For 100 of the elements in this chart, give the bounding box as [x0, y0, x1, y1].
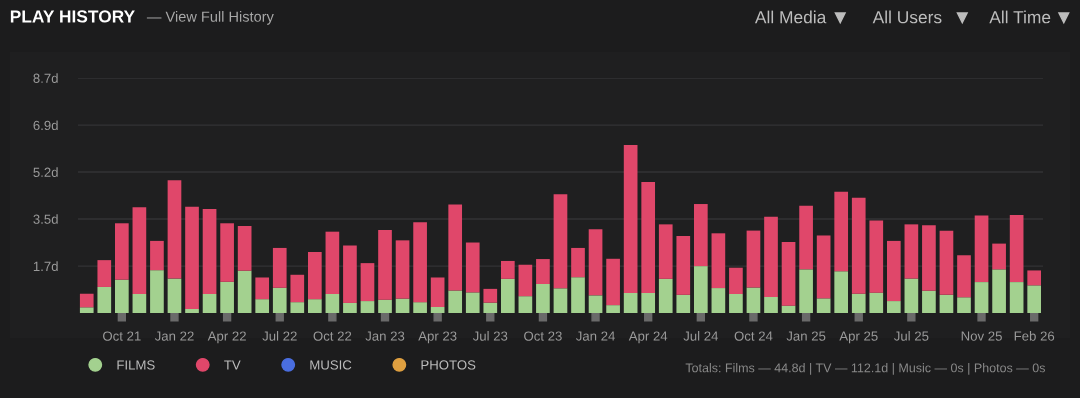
x-tick-label: Jul 23: [472, 331, 508, 341]
x-tick-label: Oct 23: [524, 331, 562, 341]
bar: [343, 302, 357, 313]
bar: [255, 299, 270, 313]
x-tick-label: Jan 25: [786, 331, 826, 341]
bar: [834, 191, 849, 272]
bar: [676, 236, 691, 295]
x-tick-label: Jan 24: [575, 331, 615, 341]
y-tick-label: 5.2d: [33, 167, 58, 177]
bar: [992, 269, 1006, 313]
bar: [764, 216, 778, 297]
bar: [658, 278, 673, 313]
bar: [272, 247, 287, 288]
x-tick-label: Apr 23: [418, 331, 457, 344]
bar: [729, 267, 743, 295]
bar: [886, 240, 901, 302]
bar: [290, 302, 305, 313]
bar: [343, 245, 357, 303]
text: Totals: Films — 44.8d | TV — 112.1d | Music — 0s | Photos — 0s: [685, 363, 1045, 375]
bar: [97, 286, 112, 313]
bar: [957, 297, 971, 313]
bar: [237, 225, 252, 271]
bar: [781, 241, 796, 306]
bar: [395, 240, 410, 299]
bar: [816, 235, 831, 299]
bar: [729, 294, 743, 313]
y-tick-label: 3.5d: [33, 214, 58, 224]
bar: [220, 223, 234, 282]
x-tick-label: Apr 25: [839, 331, 878, 344]
bar: [922, 290, 936, 313]
x-tick-label: Oct 24: [734, 331, 773, 341]
bar: [939, 230, 954, 295]
bar: [992, 243, 1006, 270]
bar: [448, 204, 463, 291]
bar: [1027, 270, 1042, 286]
x-tick-label: Apr 24: [628, 331, 668, 344]
y-tick-label: 6.9d: [33, 120, 58, 131]
x-tick-label: Oct 22: [313, 331, 352, 341]
bar: [606, 305, 620, 313]
bar: [97, 260, 112, 287]
bar: [167, 180, 182, 279]
bar: [623, 292, 638, 313]
bar: [588, 229, 603, 296]
bar: [360, 263, 375, 302]
bar: [132, 294, 147, 313]
y-tick-label: 1.7d: [33, 261, 58, 272]
bar: [448, 290, 463, 313]
bar: [1009, 282, 1024, 313]
x-tick-label: Nov 25: [961, 331, 1002, 341]
legend-label: PHOTOS: [421, 360, 476, 370]
bar: [132, 207, 147, 295]
bar: [571, 247, 585, 278]
bar: [693, 204, 708, 267]
legend-label: MUSIC: [310, 360, 352, 370]
bar: [79, 293, 94, 308]
bar: [799, 205, 813, 270]
bar: [325, 231, 340, 295]
bar: [518, 264, 533, 297]
bar: [290, 274, 305, 303]
x-tick-label: Jan 23: [365, 331, 405, 341]
bar: [500, 260, 515, 279]
bar: [974, 215, 989, 283]
bar: [781, 305, 796, 313]
bar: [676, 294, 691, 313]
bar: [395, 298, 410, 313]
bar: [115, 223, 129, 280]
bar: [202, 294, 217, 313]
bar: [413, 302, 427, 313]
bar: [764, 297, 778, 313]
bar: [307, 252, 322, 300]
bar: [378, 230, 392, 300]
x-tick-label: Jan 22: [154, 331, 194, 341]
bar: [307, 299, 322, 313]
bar: [571, 277, 585, 313]
bar: [465, 242, 480, 293]
bar: [465, 292, 480, 313]
bar: [536, 259, 550, 284]
bar: [869, 292, 884, 313]
bar: [711, 233, 726, 289]
x-tick-label: Jul 25: [893, 331, 929, 341]
bar: [886, 301, 901, 313]
chart-title: PLAY HISTORY: [10, 10, 135, 23]
x-tick-label: Oct 21: [103, 331, 141, 341]
bar: [816, 298, 831, 313]
x-tick-label: Jul 24: [683, 331, 719, 341]
bar: [553, 194, 568, 289]
chart-subtitle: — View Full History: [146, 11, 274, 25]
bar: [413, 222, 427, 303]
bar: [553, 288, 568, 313]
text: All Media: [754, 10, 827, 24]
text: All Time: [989, 10, 1051, 24]
bar: [237, 270, 252, 313]
bar: [500, 278, 515, 313]
x-tick-label: Apr 22: [207, 331, 246, 344]
bar: [904, 224, 919, 279]
bar: [641, 182, 656, 293]
bar: [746, 230, 761, 288]
text: All Users: [872, 10, 942, 24]
bar: [518, 296, 533, 313]
bar: [185, 206, 199, 309]
